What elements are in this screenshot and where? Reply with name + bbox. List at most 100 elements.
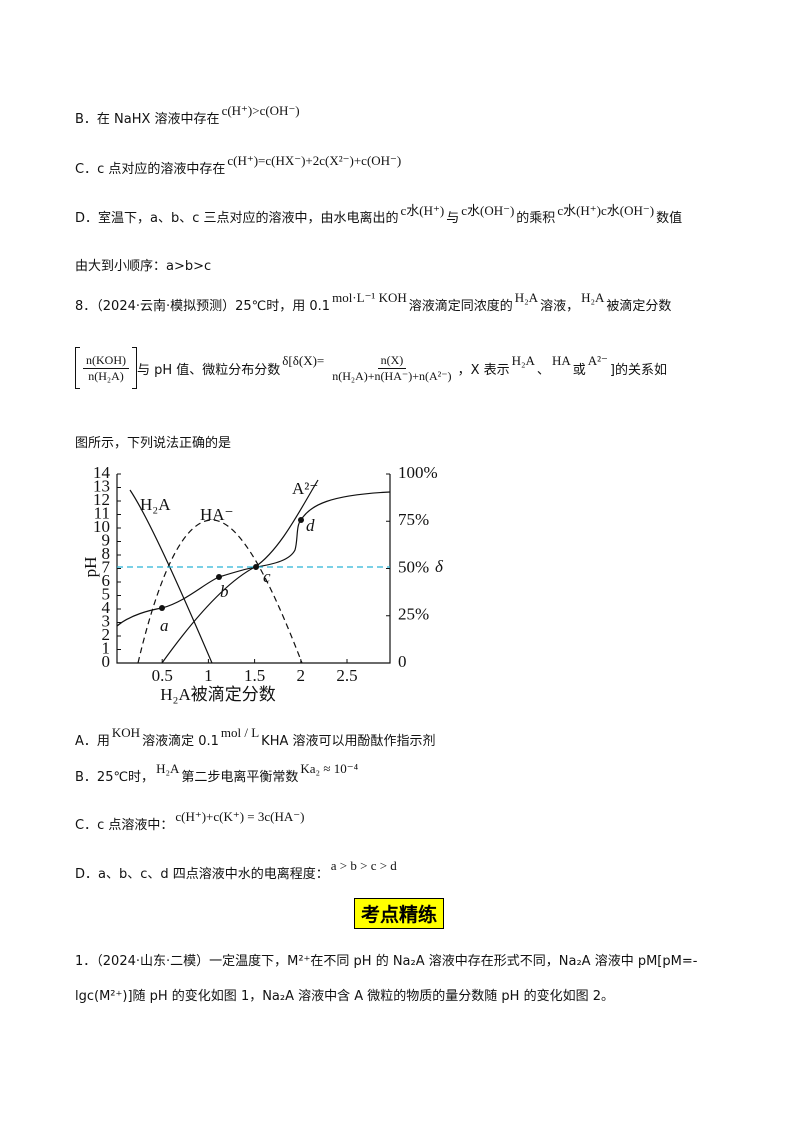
text: 被滴定分数 <box>606 299 672 314</box>
y2-tick-label: 0 <box>398 652 407 671</box>
text: 由大到小顺序：a>b>c <box>75 259 212 274</box>
bracket <box>75 347 80 389</box>
point-label: c <box>263 567 271 586</box>
point <box>216 574 222 580</box>
y-tick-label: 11 <box>94 503 110 522</box>
text: C．c 点溶液中： <box>75 818 174 833</box>
y-tick-label: 12 <box>93 490 110 509</box>
section-title: 考点精练 <box>354 898 445 929</box>
y-tick-label: 10 <box>93 517 110 536</box>
text-line: 1．（2024·山东·二模）一定温度下，M²⁺在不同 pH 的 Na₂A 溶液中… <box>75 950 697 969</box>
formula: A²⁻ <box>587 353 608 368</box>
point-label: a <box>160 616 169 635</box>
text-line: 由大到小顺序：a>b>c <box>75 255 211 274</box>
text-line: 8．（2024·云南·模拟预测）25℃时，用 0.1 mol·L⁻¹ KOH 溶液滴… <box>75 290 672 315</box>
point-label: d <box>306 516 315 535</box>
text: 与 <box>446 211 460 226</box>
h2a-curve <box>129 489 213 664</box>
text-line: C．c 点对应的溶液中存在 c(H⁺)=c(HX⁻)+2c(X²⁻)+c(OH⁻) <box>75 153 403 178</box>
denominator: n(H₂A)+n(HA⁻)+n(A²⁻) <box>332 368 452 383</box>
text-line: n(KOH) n(H₂A) 与 pH 值、微粒分布分数 δ[δ(X)= n(X) n(H₂… <box>75 347 667 389</box>
curve-label: H₂A <box>140 495 171 514</box>
formula: c水(OH⁻) <box>461 203 515 218</box>
y-tick-label: 6 <box>102 571 111 590</box>
y-tick-label: 1 <box>102 638 111 657</box>
x-axis-label: H₂A被滴定分数 <box>160 685 275 704</box>
text: 溶液， <box>540 299 580 314</box>
y-tick-label: 13 <box>93 476 110 495</box>
text-line: D．室温下，a、b、c 三点对应的溶液中，由水电离出的 c水(H⁺) 与 c水(OH⁻… <box>75 203 683 226</box>
numerator: n(X) <box>377 353 407 369</box>
text: 图所示，下列说法正确的是 <box>75 436 232 451</box>
x-tick-label: 0.5 <box>152 666 173 685</box>
y-tick-label: 9 <box>102 530 111 549</box>
y-tick-label: 8 <box>102 544 111 563</box>
y-tick-label: 3 <box>102 611 111 630</box>
text-line: B．25℃时， H₂A 第二步电离平衡常数 Ka₂ ≈ 10⁻⁴ <box>75 761 360 786</box>
curve-label: HA⁻ <box>200 505 234 524</box>
text: 的乘积 <box>516 211 556 226</box>
text: A．用 <box>75 734 110 749</box>
y-tick-label: 7 <box>102 557 111 576</box>
text: lgc(M²⁺)]随 pH 的变化如图 1，Na₂A 溶液中含 A 微粒的物质的… <box>75 989 614 1004</box>
text: B．在 NaHX 溶液中存在 <box>75 112 220 127</box>
text: 数值 <box>656 211 683 226</box>
y2-symbol: δ <box>435 557 444 576</box>
bracket <box>132 347 137 389</box>
numerator: n(KOH) <box>83 353 129 369</box>
text: D．a、b、c、d 四点溶液中水的电离程度： <box>75 867 329 882</box>
text: 第二步电离平衡常数 <box>181 770 299 785</box>
text: 溶液滴定同浓度的 <box>408 299 513 314</box>
formula: c(H⁺)=c(HX⁻)+2c(X²⁻)+c(OH⁻) <box>227 152 402 168</box>
text: 、 <box>536 362 550 378</box>
x-tick-label: 2.5 <box>336 666 357 685</box>
y2-tick-label: 25% <box>398 605 429 624</box>
text-line: D．a、b、c、d 四点溶液中水的电离程度： a > b > c > d <box>75 858 399 883</box>
point-label: b <box>220 582 229 601</box>
formula: c水(H⁺) <box>400 203 445 218</box>
y-tick-label: 14 <box>93 463 111 482</box>
y2-tick-label: 100% <box>398 463 438 482</box>
point <box>253 564 259 570</box>
y-tick-label: 4 <box>102 598 111 617</box>
text-line: C．c 点溶液中： c(H⁺)+c(K⁺) = 3c(HA⁻) <box>75 809 306 834</box>
text-line: 图所示，下列说法正确的是 <box>75 432 231 451</box>
point <box>298 517 304 523</box>
fraction: n(X) n(H₂A)+n(HA⁻)+n(A²⁻) <box>329 353 454 384</box>
text-line: lgc(M²⁺)]随 pH 的变化如图 1，Na₂A 溶液中含 A 微粒的物质的… <box>75 985 614 1004</box>
y-axis-label: pH <box>81 557 100 578</box>
x-tick-label: 1 <box>204 666 213 685</box>
text: 溶液滴定 0.1 <box>142 734 219 749</box>
formula: H₂A <box>511 353 535 368</box>
fraction: n(KOH) n(H₂A) <box>83 353 129 384</box>
text: 与 pH 值、微粒分布分数 <box>137 362 281 378</box>
text: 8．（2024·云南·模拟预测）25℃时，用 0.1 <box>75 299 331 314</box>
formula: c(H⁺)>c(OH⁻) <box>221 102 300 118</box>
formula: Ka₂ ≈ 10⁻⁴ <box>300 760 359 776</box>
text: 1．（2024·山东·二模）一定温度下，M²⁺在不同 pH 的 Na₂A 溶液中… <box>75 954 698 969</box>
curve-label: A²⁻ <box>292 479 318 498</box>
text: B．25℃时， <box>75 770 155 785</box>
text: C．c 点对应的溶液中存在 <box>75 162 226 177</box>
text: 或 <box>572 362 586 378</box>
text-line: A．用 KOH 溶液滴定 0.1 mol / L KHA 溶液可以用酚酞作指示剂 <box>75 725 436 750</box>
formula: c(H⁺)+c(K⁺) = 3c(HA⁻) <box>175 808 305 824</box>
formula: c水(H⁺)c水(OH⁻) <box>557 203 655 218</box>
formula: mol·L⁻¹ KOH <box>332 289 407 305</box>
text: ]的关系如 <box>609 362 667 378</box>
y-tick-label: 2 <box>102 625 111 644</box>
formula: a > b > c > d <box>330 857 397 873</box>
text-line: B．在 NaHX 溶液中存在 c(H⁺)>c(OH⁻) <box>75 103 302 128</box>
y2-tick-label: 75% <box>398 510 429 529</box>
y-tick-label: 5 <box>102 584 111 603</box>
formula: mol / L <box>220 724 260 740</box>
text: KHA 溶液可以用酚酞作指示剂 <box>261 734 436 749</box>
y2-tick-label: 50% <box>398 557 429 576</box>
formula: δ[δ(X)= <box>282 353 325 368</box>
x-tick-label: 2 <box>297 666 306 685</box>
formula: H₂A <box>156 760 180 776</box>
y-tick-label: 0 <box>102 652 111 671</box>
text: ，X 表示 <box>457 362 510 378</box>
